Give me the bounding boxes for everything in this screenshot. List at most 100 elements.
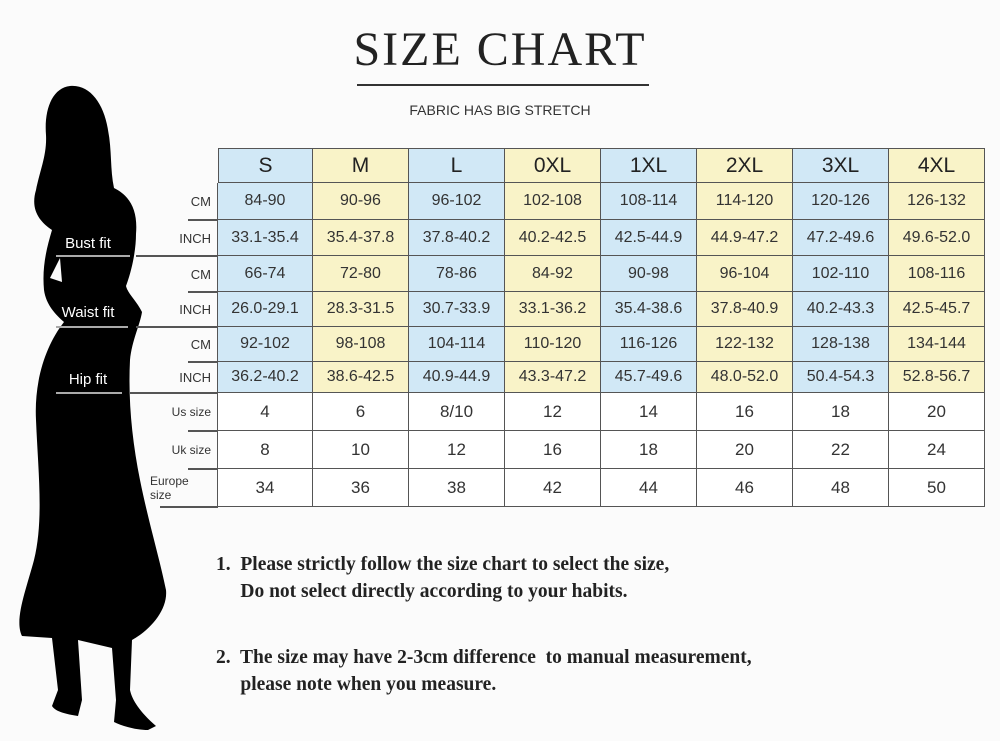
- row-separator: [188, 219, 218, 221]
- table-cell: 38: [409, 469, 505, 507]
- table-cell: 47.2-49.6: [793, 220, 889, 256]
- table-cell: 24: [889, 431, 985, 469]
- table-cell: 40.2-43.3: [793, 292, 889, 327]
- row-separator: [160, 506, 218, 508]
- size-header: 1XL: [601, 148, 697, 183]
- table-cell: 128-138: [793, 327, 889, 362]
- table-cell: 36.2-40.2: [218, 362, 313, 393]
- table-cell: 84-92: [505, 256, 601, 292]
- size-header: 0XL: [505, 148, 601, 183]
- table-cell: 50.4-54.3: [793, 362, 889, 393]
- table-cell: 110-120: [505, 327, 601, 362]
- table-cell: 108-116: [889, 256, 985, 292]
- size-header: S: [218, 148, 313, 183]
- table-cell: 49.6-52.0: [889, 220, 985, 256]
- row-separator: [188, 430, 218, 432]
- table-cell: 12: [409, 431, 505, 469]
- table-cell: 40.2-42.5: [505, 220, 601, 256]
- table-cell: 42.5-44.9: [601, 220, 697, 256]
- table-cell: 134-144: [889, 327, 985, 362]
- table-cell: 28.3-31.5: [313, 292, 409, 327]
- row-label: INCH: [150, 362, 218, 393]
- table-cell: 16: [697, 393, 793, 431]
- table-cell: 102-108: [505, 183, 601, 220]
- row-separator: [188, 468, 218, 470]
- row-label: INCH: [150, 220, 218, 256]
- table-cell: 42: [505, 469, 601, 507]
- size-header: L: [409, 148, 505, 183]
- table-cell: 43.3-47.2: [505, 362, 601, 393]
- table-cell: 4: [218, 393, 313, 431]
- table-cell: 90-96: [313, 183, 409, 220]
- table-cell: 44: [601, 469, 697, 507]
- row-label: INCH: [150, 292, 218, 327]
- table-cell: 6: [313, 393, 409, 431]
- table-cell: 18: [601, 431, 697, 469]
- table-cell: 96-104: [697, 256, 793, 292]
- table-cell: 66-74: [218, 256, 313, 292]
- table-cell: 20: [697, 431, 793, 469]
- table-cell: 45.7-49.6: [601, 362, 697, 393]
- row-label: CM: [150, 327, 218, 362]
- table-cell: 37.8-40.9: [697, 292, 793, 327]
- table-cell: 40.9-44.9: [409, 362, 505, 393]
- table-cell: 90-98: [601, 256, 697, 292]
- table-cell: 48: [793, 469, 889, 507]
- table-cell: 18: [793, 393, 889, 431]
- row-separator: [130, 392, 218, 394]
- size-header: 4XL: [889, 148, 985, 183]
- fit-label-hip: Hip fit: [68, 371, 108, 388]
- table-cell: 96-102: [409, 183, 505, 220]
- table-cell: 20: [889, 393, 985, 431]
- table-cell: 52.8-56.7: [889, 362, 985, 393]
- table-cell: 48.0-52.0: [697, 362, 793, 393]
- fit-label-bust: Bust fit: [65, 235, 111, 252]
- title-underline: [357, 84, 649, 86]
- row-label: Europe size: [150, 469, 218, 507]
- table-cell: 120-126: [793, 183, 889, 220]
- table-cell: 50: [889, 469, 985, 507]
- table-cell: 35.4-37.8: [313, 220, 409, 256]
- subtitle: FABRIC HAS BIG STRETCH: [409, 102, 591, 118]
- size-header: 2XL: [697, 148, 793, 183]
- table-cell: 8/10: [409, 393, 505, 431]
- row-separator: [188, 291, 218, 293]
- table-cell: 30.7-33.9: [409, 292, 505, 327]
- table-cell: 126-132: [889, 183, 985, 220]
- row-label: CM: [150, 183, 218, 220]
- table-cell: 38.6-42.5: [313, 362, 409, 393]
- note-1: 1. Please strictly follow the size chart…: [216, 554, 670, 602]
- fit-rule-waist: [56, 326, 128, 328]
- row-separator: [136, 255, 218, 257]
- table-cell: 33.1-35.4: [218, 220, 313, 256]
- table-cell: 92-102: [218, 327, 313, 362]
- woman-silhouette-icon: [19, 85, 167, 730]
- fit-label-waist: Waist fit: [61, 304, 115, 321]
- note-2: 2. The size may have 2-3cm difference to…: [216, 647, 752, 695]
- fit-rule-hip: [56, 392, 122, 394]
- table-cell: 10: [313, 431, 409, 469]
- table-cell: 102-110: [793, 256, 889, 292]
- table-cell: 34: [218, 469, 313, 507]
- table-cell: 98-108: [313, 327, 409, 362]
- fit-rule-bust: [56, 255, 130, 257]
- row-separator: [188, 361, 218, 363]
- table-cell: 116-126: [601, 327, 697, 362]
- row-label: CM: [150, 256, 218, 292]
- table-cell: 46: [697, 469, 793, 507]
- table-cell: 44.9-47.2: [697, 220, 793, 256]
- table-cell: 122-132: [697, 327, 793, 362]
- table-cell: 114-120: [697, 183, 793, 220]
- size-header: 3XL: [793, 148, 889, 183]
- table-cell: 35.4-38.6: [601, 292, 697, 327]
- table-cell: 72-80: [313, 256, 409, 292]
- table-cell: 42.5-45.7: [889, 292, 985, 327]
- size-header: M: [313, 148, 409, 183]
- table-cell: 22: [793, 431, 889, 469]
- table-cell: 36: [313, 469, 409, 507]
- table-cell: 37.8-40.2: [409, 220, 505, 256]
- table-cell: 104-114: [409, 327, 505, 362]
- table-cell: 108-114: [601, 183, 697, 220]
- row-label: Us size: [150, 393, 218, 431]
- row-separator: [136, 326, 218, 328]
